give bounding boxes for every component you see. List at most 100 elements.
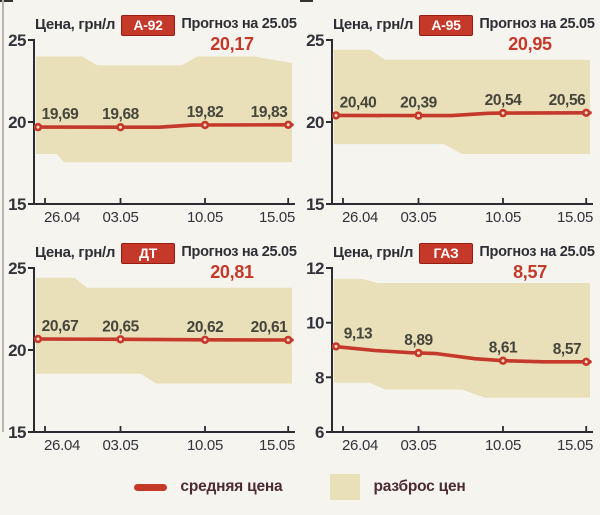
forecast-value: 20,17 (210, 34, 254, 54)
data-point-label: 20,67 (42, 318, 79, 335)
x-tick-label: 10.05 (187, 437, 223, 454)
data-point-label: 20,54 (485, 92, 523, 109)
y-tick-label: 15 (8, 423, 26, 442)
data-point-label: 8,89 (404, 332, 433, 349)
data-points: 19,69 19,68 19,82 19,83 (33, 104, 293, 132)
y-tick-label: 25 (306, 31, 324, 50)
data-point-label: 20,40 (340, 94, 377, 111)
data-point-marker-center (584, 360, 588, 364)
data-point-label: 20,62 (187, 319, 224, 336)
y-tick-label: 12 (306, 259, 324, 278)
panel-title: Цена, грн/л (333, 244, 414, 261)
average-price-line (332, 344, 592, 364)
data-point-label: 19,68 (102, 106, 140, 123)
forecast-value: 20,95 (508, 34, 552, 54)
chart-panel-gaz: 12 10 8 6 26.04 03.05 10.05 15.05 9,13 8,89 8,61 8,… (302, 232, 600, 460)
data-point-marker-center (36, 337, 40, 341)
y-tick-label: 15 (8, 195, 26, 214)
data-point-marker-center (203, 123, 207, 127)
x-tick-label: 26.04 (342, 437, 378, 454)
y-tick-label: 6 (315, 423, 324, 442)
data-point-marker-center (203, 338, 207, 342)
axes (326, 267, 593, 433)
fuel-badge-a95: А-95 (419, 15, 473, 36)
x-tick-label: 10.05 (485, 209, 521, 226)
data-point-label: 8,61 (489, 340, 518, 357)
data-point-marker-center (286, 123, 290, 127)
x-tick-label: 03.05 (102, 437, 138, 454)
data-point-label: 9,13 (344, 325, 373, 342)
x-tick-label: 26.04 (342, 209, 378, 226)
average-price-line (332, 111, 592, 118)
data-points: 20,67 20,65 20,62 20,61 (33, 318, 293, 345)
fuel-badge-a92: А-92 (121, 15, 175, 36)
price-range-swatch (330, 474, 361, 500)
data-point-marker-center (119, 125, 122, 129)
price-chart-gaz: 12 10 8 6 26.04 03.05 10.05 15.05 9,13 8,89 8,61 8,… (306, 259, 593, 454)
forecast-label: Прогноз на 25.05 (479, 244, 595, 260)
price-chart-a92: 25 20 15 26.04 03.05 10.05 15.05 19,69 19,68 19,8… (8, 31, 295, 226)
forecast-label: Прогноз на 25.05 (181, 16, 297, 32)
x-tick-label: 26.04 (44, 437, 80, 454)
legend-label-price-range: разброс цен (373, 478, 466, 495)
forecast-label: Прогноз на 25.05 (479, 16, 595, 32)
average-price-line (34, 123, 294, 129)
data-point-label: 19,82 (187, 104, 224, 121)
x-tick-label: 10.05 (187, 209, 223, 226)
forecast-value: 8,57 (513, 262, 547, 282)
cut-line-left (2, 0, 4, 432)
data-point-label: 20,65 (102, 318, 140, 335)
fuel-badge-dt: ДТ (121, 243, 175, 264)
y-tick-label: 20 (306, 113, 324, 132)
data-point-marker-center (501, 359, 505, 363)
legend-item-price-range: разброс цен (330, 474, 466, 500)
data-point-marker-center (334, 113, 338, 117)
axes (28, 39, 295, 205)
data-point-label: 19,83 (251, 104, 289, 121)
y-tick-label: 10 (306, 314, 324, 333)
y-tick-label: 25 (8, 259, 26, 278)
y-tick-label: 25 (8, 31, 26, 50)
price-range-band (36, 56, 292, 163)
data-point-marker-center (417, 351, 420, 355)
data-point-marker-center (584, 111, 588, 115)
data-point-marker-center (36, 125, 40, 129)
axes (28, 267, 295, 433)
legend-label-average-price: средняя цена (180, 478, 283, 495)
data-point-label: 8,57 (553, 341, 582, 358)
charts-grid: 25 20 15 26.04 03.05 10.05 15.05 19,69 19,68 19,8… (4, 4, 600, 460)
y-tick-label: 20 (8, 341, 26, 360)
x-tick-label: 15.05 (557, 209, 593, 226)
chart-panel-a95: 25 20 15 26.04 03.05 10.05 15.05 20,40 20,39 20,5… (302, 4, 600, 232)
price-chart-a95: 25 20 15 26.04 03.05 10.05 15.05 20,40 20,39 20,5… (306, 31, 593, 226)
data-point-marker-center (501, 111, 505, 115)
forecast-value: 20,81 (210, 262, 254, 282)
data-point-label: 20,39 (400, 95, 438, 112)
x-tick-label: 26.04 (44, 209, 80, 226)
x-tick-label: 03.05 (102, 209, 138, 226)
data-points: 20,40 20,39 20,54 20,56 (331, 92, 591, 120)
cut-line-top (0, 0, 600, 2)
x-tick-label: 15.05 (259, 437, 295, 454)
forecast-label: Прогноз на 25.05 (181, 244, 297, 260)
y-tick-label: 20 (8, 113, 26, 132)
chart-panel-a92: 25 20 15 26.04 03.05 10.05 15.05 19,69 19,68 19,8… (4, 4, 302, 232)
axes (326, 39, 593, 205)
fuel-badge-gaz: ГАЗ (419, 243, 473, 264)
price-range-band (334, 278, 590, 398)
legend-item-average-price: средняя цена (134, 478, 283, 496)
x-tick-label: 03.05 (400, 209, 436, 226)
x-tick-label: 03.05 (400, 437, 436, 454)
price-range-band (36, 277, 292, 384)
legend: средняя цена разброс цен (0, 466, 600, 508)
panel-title: Цена, грн/л (35, 16, 116, 33)
data-point-label: 20,61 (251, 319, 289, 336)
x-tick-label: 15.05 (259, 209, 295, 226)
y-tick-label: 15 (306, 195, 324, 214)
data-point-marker-center (334, 344, 338, 348)
data-point-marker-center (417, 114, 420, 118)
panel-title: Цена, грн/л (333, 16, 414, 33)
price-range-band (334, 49, 590, 154)
